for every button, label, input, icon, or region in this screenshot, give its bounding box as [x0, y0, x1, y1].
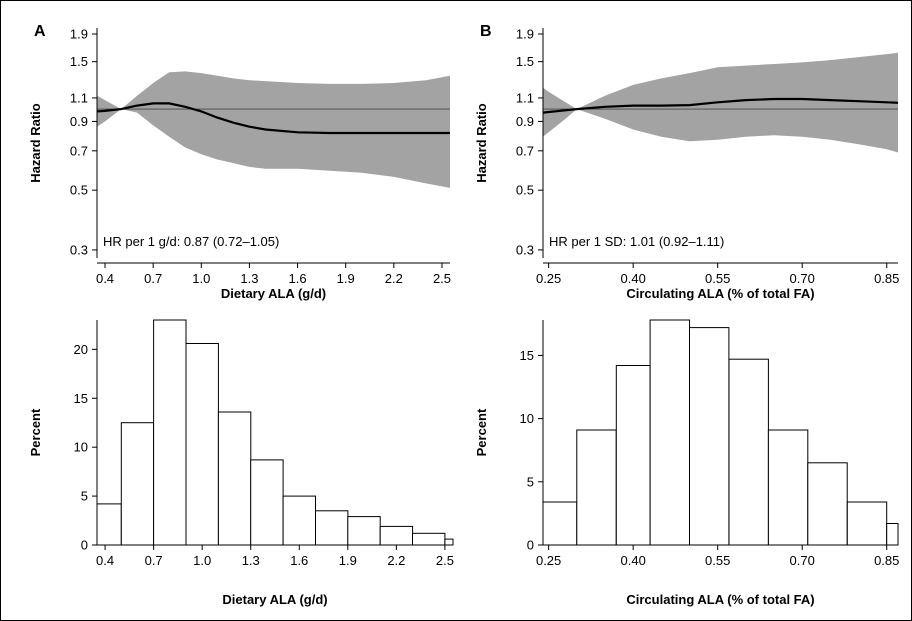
y-tick-label: 15	[520, 348, 534, 363]
histogram-bar	[185, 343, 219, 546]
histogram-bar	[347, 516, 381, 546]
panel-letter: B	[480, 23, 492, 40]
x-axis-label: Dietary ALA (g/d)	[222, 592, 327, 607]
x-tick-label: 0.55	[705, 271, 730, 286]
histogram-bar	[120, 422, 155, 546]
histogram-panel-dietary: 0 5 10 15 20 0.4 0.7 1.0 1.3 1.6 1.9 2.2 2.5 Dietary …	[28, 319, 454, 607]
x-tick-label: 1.9	[337, 271, 355, 286]
y-tick-label: 0.9	[516, 114, 534, 129]
y-tick-label: 0	[527, 538, 534, 553]
y-tick-label: 1.5	[516, 54, 534, 69]
x-tick-label: 2.5	[436, 553, 454, 568]
x-tick-label: 2.2	[387, 553, 405, 568]
histogram-bar	[689, 327, 730, 546]
x-axis-label: Dietary ALA (g/d)	[221, 286, 326, 301]
histogram-bar	[315, 510, 349, 546]
x-tick-label: 0.4	[96, 271, 114, 286]
histogram-bar	[767, 429, 809, 546]
histogram-bar	[412, 532, 446, 546]
hr-annotation: HR per 1 SD: 1.01 (0.92–1.11)	[549, 234, 724, 249]
y-tick-label: 1.9	[516, 27, 534, 42]
y-tick-label: 0.7	[70, 143, 88, 158]
x-tick-label: 0.7	[145, 553, 163, 568]
y-tick-label: 0.5	[70, 183, 88, 198]
x-tick-label: 1.0	[192, 271, 210, 286]
hazard-ratio-panel-circulating: HR per 1 SD: 1.01 (0.92–1.11)B0.30.50.70…	[474, 23, 899, 301]
y-tick-label: 15	[74, 391, 88, 406]
histogram-bar	[282, 495, 317, 546]
y-tick-label: 0.7	[516, 143, 534, 158]
y-tick-label: 5	[81, 489, 88, 504]
x-tick-label: 0.40	[621, 271, 646, 286]
y-tick-label: 10	[74, 440, 88, 455]
x-tick-label: 1.0	[193, 553, 211, 568]
histogram-bar	[846, 501, 888, 546]
panel-letter: A	[34, 23, 46, 40]
histogram-bar	[807, 462, 848, 546]
histogram-panel-circulating: 0 5 10 15 0.25 0.40 0.55 0.70 0.85 Circulating AL…	[474, 319, 899, 607]
x-tick-label: 0.85	[874, 553, 899, 568]
y-tick-label: 0	[81, 538, 88, 553]
x-tick-label: 0.25	[536, 553, 561, 568]
histogram-bar	[728, 358, 769, 546]
x-tick-label: 2.5	[433, 271, 451, 286]
hr-annotation: HR per 1 g/d: 0.87 (0.72–1.05)	[103, 234, 279, 249]
histogram-bar	[649, 319, 690, 546]
x-axis-label: Circulating ALA (% of total FA)	[626, 592, 814, 607]
hazard-ratio-curve	[96, 102, 450, 135]
y-tick-label: 1.1	[70, 90, 88, 105]
histogram-bar	[379, 525, 414, 546]
x-tick-label: 0.40	[621, 553, 646, 568]
y-axis-label: Hazard Ratio	[28, 103, 43, 183]
y-axis-label: Percent	[474, 408, 489, 456]
x-tick-label: 0.70	[790, 553, 815, 568]
histogram-bar	[886, 523, 899, 546]
histogram-bar	[217, 411, 252, 546]
x-tick-label: 1.3	[242, 553, 260, 568]
x-tick-label: 2.2	[385, 271, 403, 286]
y-tick-label: 0.5	[516, 183, 534, 198]
y-tick-label: 5	[527, 474, 534, 489]
histogram-bar	[542, 501, 578, 546]
x-tick-label: 0.7	[144, 271, 162, 286]
x-axis-label: Circulating ALA (% of total FA)	[626, 286, 814, 301]
histogram-bar	[576, 429, 617, 546]
y-tick-label: 1.1	[516, 90, 534, 105]
hazard-ratio-curve	[542, 97, 899, 114]
histogram-bar	[96, 503, 122, 546]
histogram-bar	[615, 365, 651, 546]
y-axis-label: Percent	[28, 408, 43, 456]
x-tick-label: 0.85	[874, 271, 899, 286]
x-tick-label: 0.25	[536, 271, 561, 286]
x-tick-label: 0.70	[790, 271, 815, 286]
x-tick-label: 0.55	[705, 553, 730, 568]
x-tick-label: 1.9	[339, 553, 357, 568]
histogram-bar	[153, 319, 187, 546]
y-tick-label: 0.3	[70, 242, 88, 257]
x-tick-label: 1.6	[289, 271, 307, 286]
x-tick-label: 0.4	[96, 553, 114, 568]
x-tick-label: 1.6	[290, 553, 308, 568]
hazard-ratio-panel-dietary: HR per 1 g/d: 0.87 (0.72–1.05) A 0.3 0.5 0.7…	[28, 23, 451, 301]
y-tick-label: 10	[520, 411, 534, 426]
y-tick-label: 1.5	[70, 54, 88, 69]
y-tick-label: 1.9	[70, 27, 88, 42]
y-tick-label: 20	[74, 342, 88, 357]
histogram-bar	[444, 538, 454, 546]
x-tick-label: 1.3	[240, 271, 258, 286]
histogram-bar	[250, 459, 284, 546]
y-tick-label: 0.3	[516, 242, 534, 257]
y-axis-label: Hazard Ratio	[474, 103, 489, 183]
y-tick-label: 0.9	[70, 114, 88, 129]
